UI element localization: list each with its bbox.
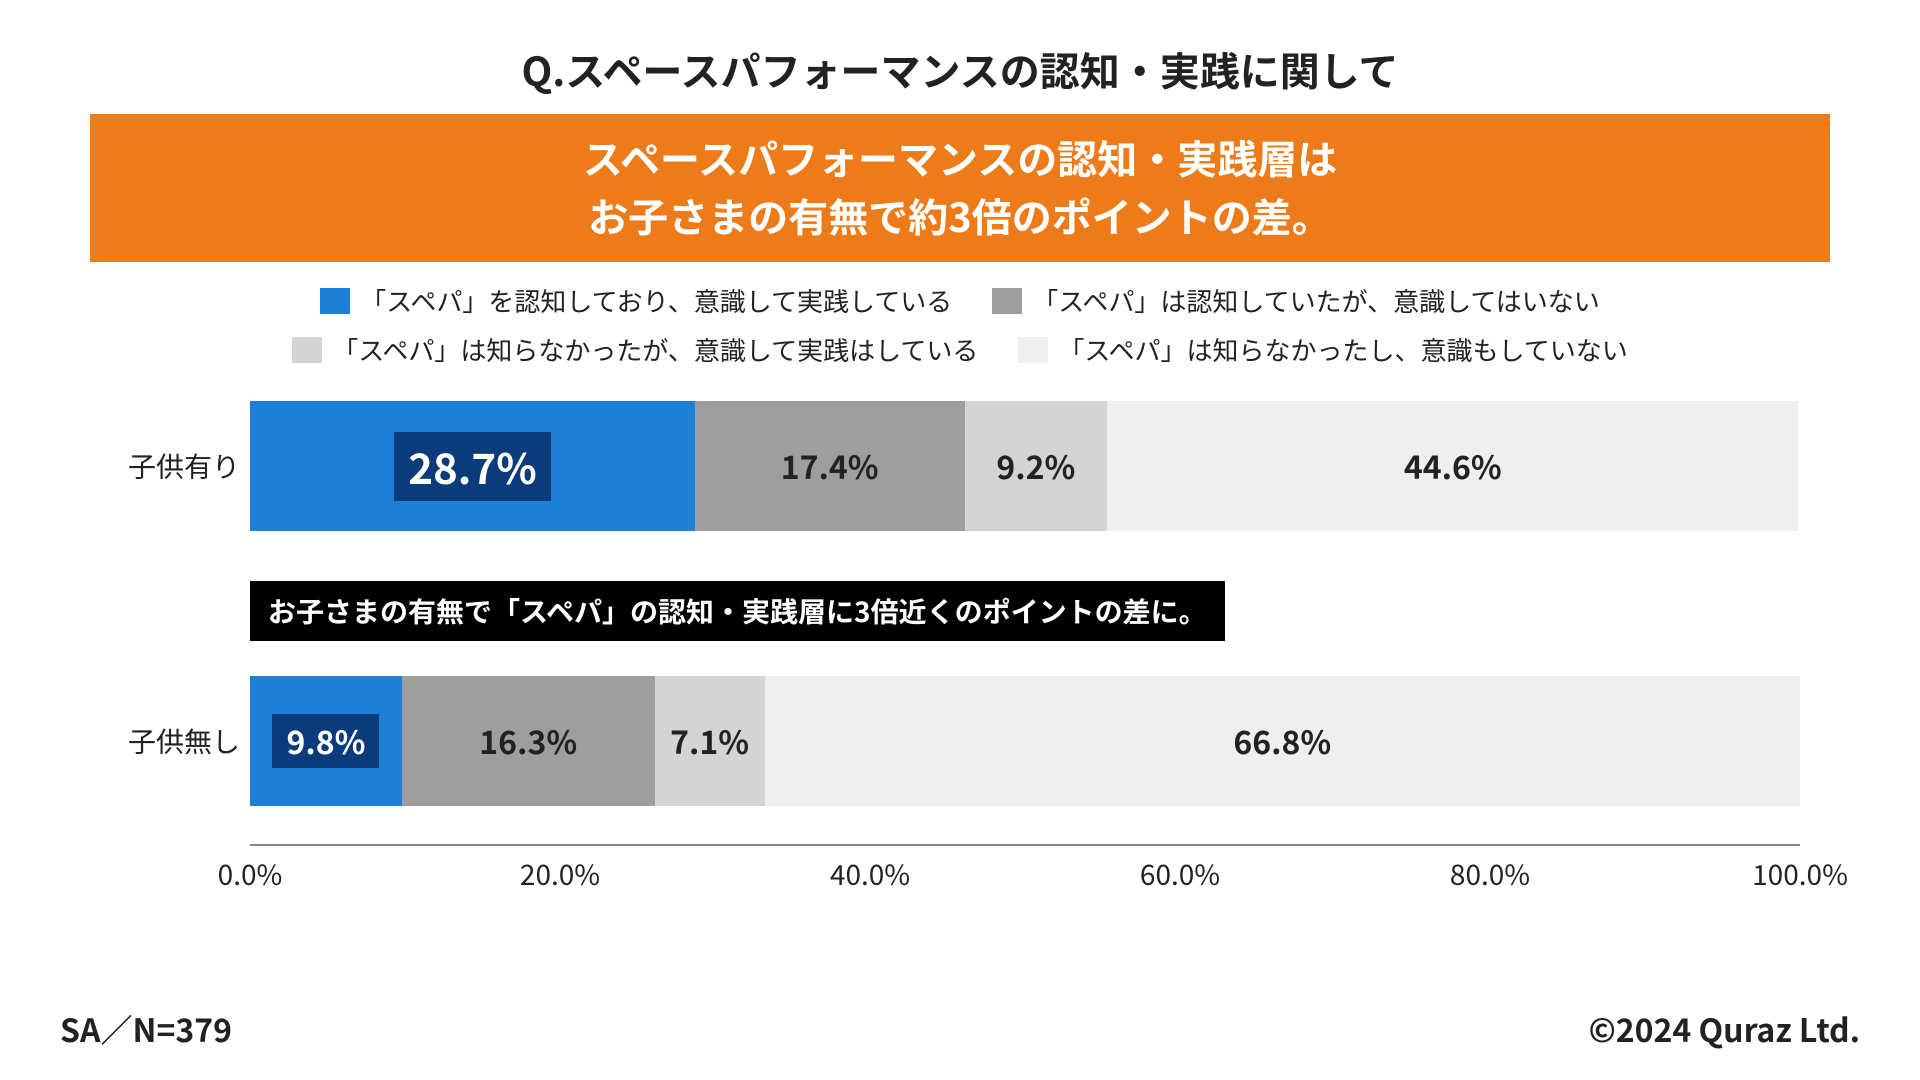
- x-tick: 0.0%: [218, 854, 283, 894]
- headline-banner: スペースパフォーマンスの認知・実践層は お子さまの有無で約3倍のポイントの差。: [90, 114, 1830, 262]
- legend-swatch: [1018, 337, 1048, 363]
- segment-value: 7.1%: [670, 718, 749, 764]
- legend-item: 「スペパ」は知らなかったし、意識もしていない: [1018, 331, 1627, 368]
- segment-value: 9.2%: [996, 443, 1075, 489]
- segment-value: 44.6%: [1404, 443, 1502, 489]
- x-axis: 0.0%20.0%40.0%60.0%80.0%100.0%: [250, 846, 1800, 896]
- x-tick: 80.0%: [1450, 854, 1530, 894]
- legend-label: 「スペパ」は認知していたが、意識してはいない: [1032, 282, 1600, 319]
- bar-segment: 44.6%: [1107, 401, 1798, 531]
- callout-annotation: お子さまの有無で「スペパ」の認知・実践層に3倍近くのポイントの差に。: [250, 581, 1225, 641]
- legend-item: 「スペパ」を認知しており、意識して実践している: [320, 282, 952, 319]
- legend-swatch: [320, 288, 350, 314]
- legend-swatch: [292, 337, 322, 363]
- plot-area: 子供有り28.7%17.4%9.2%44.6%子供無し9.8%16.3%7.1%…: [250, 386, 1800, 846]
- bar-segment: 66.8%: [765, 676, 1800, 806]
- legend-label: 「スペパ」は知らなかったし、意識もしていない: [1058, 331, 1627, 368]
- segment-value: 9.8%: [272, 714, 379, 768]
- segment-value: 16.3%: [479, 718, 577, 764]
- legend: 「スペパ」を認知しており、意識して実践している 「スペパ」は認知していたが、意識し…: [60, 282, 1860, 368]
- x-tick: 60.0%: [1140, 854, 1220, 894]
- bar-segment: 7.1%: [655, 676, 765, 806]
- banner-line-1: スペースパフォーマンスの認知・実践層は: [100, 128, 1820, 186]
- segment-value: 66.8%: [1233, 718, 1331, 764]
- banner-line-2: お子さまの有無で約3倍のポイントの差。: [100, 186, 1820, 244]
- segment-value: 17.4%: [781, 443, 879, 489]
- category-label: 子供有り: [80, 446, 240, 486]
- bar-row: 9.8% 16.3% 7.1% 66.8%: [250, 676, 1800, 806]
- x-tick: 40.0%: [830, 854, 910, 894]
- bar-segment: 28.7%: [250, 401, 695, 531]
- sample-size: SA／N=379: [60, 1006, 232, 1052]
- footer: SA／N=379 ©2024 Quraz Ltd.: [60, 1006, 1860, 1052]
- legend-swatch: [992, 288, 1022, 314]
- category-label: 子供無し: [80, 721, 240, 761]
- legend-item: 「スペパ」は知らなかったが、意識して実践はしている: [292, 331, 978, 368]
- x-tick: 100.0%: [1752, 854, 1848, 894]
- legend-label: 「スペパ」を認知しており、意識して実践している: [360, 282, 952, 319]
- copyright: ©2024 Quraz Ltd.: [1589, 1006, 1860, 1052]
- bar-row: 28.7% 17.4% 9.2% 44.6%: [250, 401, 1800, 531]
- bar-segment: 17.4%: [695, 401, 965, 531]
- bar-segment: 16.3%: [402, 676, 655, 806]
- x-tick: 20.0%: [520, 854, 600, 894]
- chart-title: Q.スペースパフォーマンスの認知・実践に関して: [60, 40, 1860, 98]
- legend-label: 「スペパ」は知らなかったが、意識して実践はしている: [332, 331, 978, 368]
- bar-segment: 9.2%: [965, 401, 1108, 531]
- legend-item: 「スペパ」は認知していたが、意識してはいない: [992, 282, 1600, 319]
- chart-area: 子供有り 28.7% 17.4% 9.2% 44.6% 子供無し 9.8% 16.3% 7.1%…: [60, 386, 1860, 896]
- bar-segment: 9.8%: [250, 676, 402, 806]
- segment-value: 28.7%: [394, 432, 550, 501]
